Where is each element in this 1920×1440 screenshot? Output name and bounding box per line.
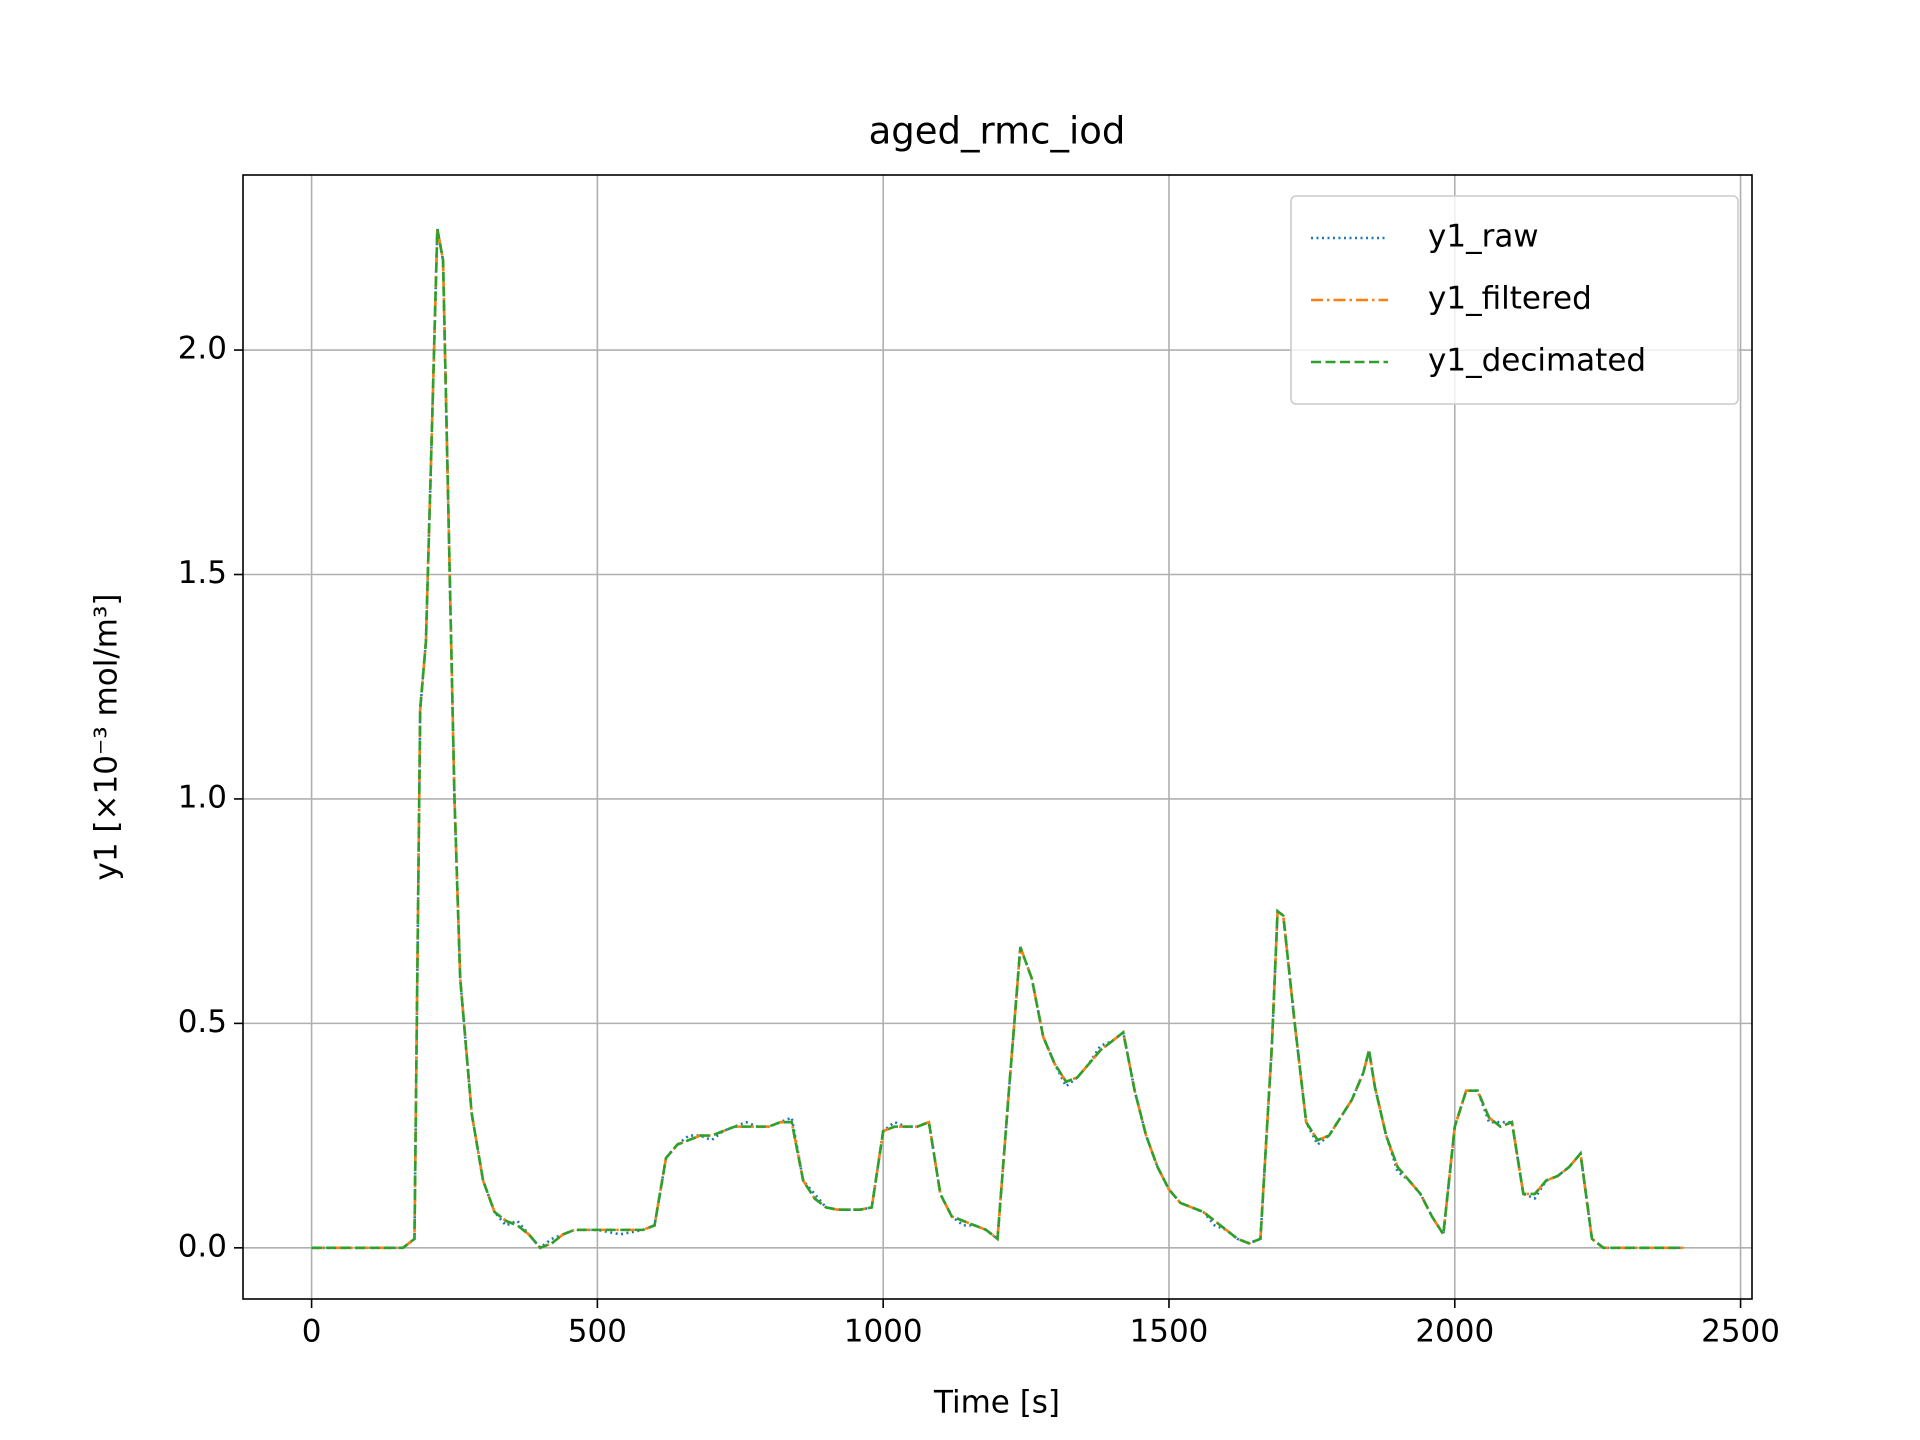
x-tick-label: 2500 <box>1701 1314 1780 1350</box>
x-tick-label: 1000 <box>844 1314 923 1350</box>
legend-box <box>1290 195 1739 405</box>
series-line <box>311 228 1684 1250</box>
legend-label: y1_decimated <box>1428 343 1646 379</box>
x-tick-label: 2000 <box>1415 1314 1494 1350</box>
plot-frame <box>242 174 1753 1300</box>
y-tick-label: 0.0 <box>178 1228 227 1264</box>
legend-label: y1_filtered <box>1428 281 1592 317</box>
legend: y1_raw y1_filtered y1_decimated <box>1290 195 1739 405</box>
chart-title: aged_rmc_iod <box>869 110 1126 153</box>
y-axis-label: y1 [×10⁻³ mol/m³] <box>89 593 125 880</box>
x-tick-label: 1500 <box>1130 1314 1209 1350</box>
y-tick-label: 1.0 <box>178 779 227 815</box>
x-axis-label: Time [s] <box>933 1385 1060 1421</box>
y-tick-label: 0.5 <box>178 1004 227 1040</box>
legend-label: y1_raw <box>1428 219 1539 255</box>
y-tick-label: 1.5 <box>178 555 227 591</box>
y-tick-label: 2.0 <box>178 331 227 367</box>
x-tick-label: 500 <box>568 1314 627 1350</box>
x-tick-label: 0 <box>302 1314 322 1350</box>
